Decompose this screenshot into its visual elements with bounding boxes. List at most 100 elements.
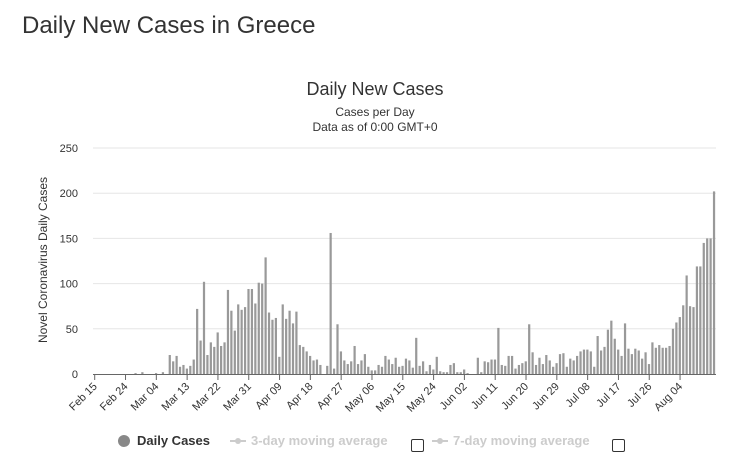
bar[interactable]	[360, 360, 363, 374]
bar[interactable]	[387, 359, 390, 374]
bar[interactable]	[610, 320, 613, 374]
bar[interactable]	[394, 357, 397, 374]
bar[interactable]	[665, 347, 668, 374]
bar[interactable]	[168, 355, 171, 374]
bar[interactable]	[295, 311, 298, 374]
bar[interactable]	[202, 281, 206, 374]
bar[interactable]	[230, 310, 233, 374]
bar[interactable]	[555, 363, 558, 374]
bar[interactable]	[213, 346, 216, 374]
bar[interactable]	[408, 360, 411, 374]
bar[interactable]	[712, 191, 716, 374]
bar[interactable]	[237, 304, 240, 374]
bar[interactable]	[647, 364, 651, 374]
bar[interactable]	[175, 355, 178, 374]
bar[interactable]	[240, 309, 243, 374]
bar[interactable]	[586, 349, 589, 374]
bar[interactable]	[401, 365, 404, 374]
bar[interactable]	[339, 351, 343, 374]
bar[interactable]	[250, 289, 254, 374]
bar[interactable]	[356, 364, 360, 374]
bar[interactable]	[517, 364, 521, 374]
bar[interactable]	[623, 323, 627, 374]
bar[interactable]	[267, 312, 271, 374]
bar[interactable]	[552, 366, 555, 374]
bar[interactable]	[562, 353, 565, 374]
bar[interactable]	[613, 338, 616, 374]
bar[interactable]	[271, 319, 274, 374]
bar[interactable]	[493, 359, 497, 374]
bar[interactable]	[350, 361, 353, 374]
bar[interactable]	[261, 283, 264, 374]
bar[interactable]	[380, 366, 384, 374]
bar[interactable]	[671, 328, 675, 374]
bar[interactable]	[428, 364, 432, 374]
bar[interactable]	[161, 372, 165, 374]
bar[interactable]	[435, 356, 438, 374]
bar[interactable]	[644, 352, 647, 374]
checkbox-7-day-average[interactable]	[612, 439, 625, 452]
bar[interactable]	[288, 310, 291, 374]
bar[interactable]	[326, 365, 329, 374]
bar[interactable]	[302, 346, 305, 374]
bar[interactable]	[483, 361, 486, 374]
bar[interactable]	[274, 317, 277, 374]
bar[interactable]	[702, 242, 705, 374]
bar[interactable]	[418, 365, 421, 374]
bar[interactable]	[452, 363, 455, 374]
bar[interactable]	[220, 345, 223, 374]
legend-item-3-day-average[interactable]: 3-day moving average	[230, 433, 388, 448]
bar[interactable]	[476, 357, 479, 374]
bar[interactable]	[319, 364, 322, 374]
bar[interactable]	[603, 346, 606, 374]
bar[interactable]	[291, 323, 295, 374]
bar[interactable]	[569, 358, 572, 374]
bar[interactable]	[534, 364, 538, 374]
bar[interactable]	[507, 355, 510, 374]
bar[interactable]	[617, 349, 620, 374]
bar[interactable]	[196, 308, 199, 374]
bar[interactable]	[254, 303, 257, 374]
bar[interactable]	[654, 347, 657, 374]
bar[interactable]	[411, 367, 414, 374]
bar[interactable]	[404, 358, 408, 374]
bar[interactable]	[565, 366, 568, 374]
bar-series-daily-cases[interactable]	[134, 191, 716, 374]
bar[interactable]	[199, 340, 202, 374]
bar[interactable]	[466, 373, 469, 374]
legend-item-7-day-average[interactable]: 7-day moving average	[432, 433, 590, 448]
bar[interactable]	[206, 355, 209, 374]
bar[interactable]	[651, 342, 654, 374]
bar[interactable]	[425, 371, 428, 374]
bar[interactable]	[363, 354, 366, 374]
bar[interactable]	[459, 372, 462, 374]
bar[interactable]	[233, 330, 236, 374]
bar[interactable]	[541, 364, 544, 374]
bar[interactable]	[682, 305, 685, 374]
bar[interactable]	[538, 357, 541, 374]
bar[interactable]	[480, 372, 483, 374]
bar[interactable]	[524, 361, 527, 374]
bar[interactable]	[558, 354, 562, 374]
bar[interactable]	[343, 360, 346, 374]
bar[interactable]	[223, 342, 226, 374]
bar[interactable]	[627, 348, 630, 374]
bar[interactable]	[576, 355, 579, 374]
bar[interactable]	[487, 362, 490, 374]
bar[interactable]	[688, 306, 692, 374]
bar[interactable]	[178, 366, 182, 374]
bar[interactable]	[500, 364, 503, 374]
bar[interactable]	[332, 368, 336, 374]
bar[interactable]	[336, 324, 339, 374]
bar[interactable]	[374, 370, 377, 374]
bar[interactable]	[709, 238, 712, 374]
bar[interactable]	[243, 307, 247, 374]
bar[interactable]	[685, 275, 688, 374]
bar[interactable]	[548, 360, 551, 374]
bar[interactable]	[315, 359, 319, 374]
bar[interactable]	[312, 360, 315, 374]
bar[interactable]	[329, 232, 332, 374]
bar[interactable]	[675, 322, 678, 374]
bar[interactable]	[226, 289, 230, 374]
bar[interactable]	[182, 364, 185, 374]
